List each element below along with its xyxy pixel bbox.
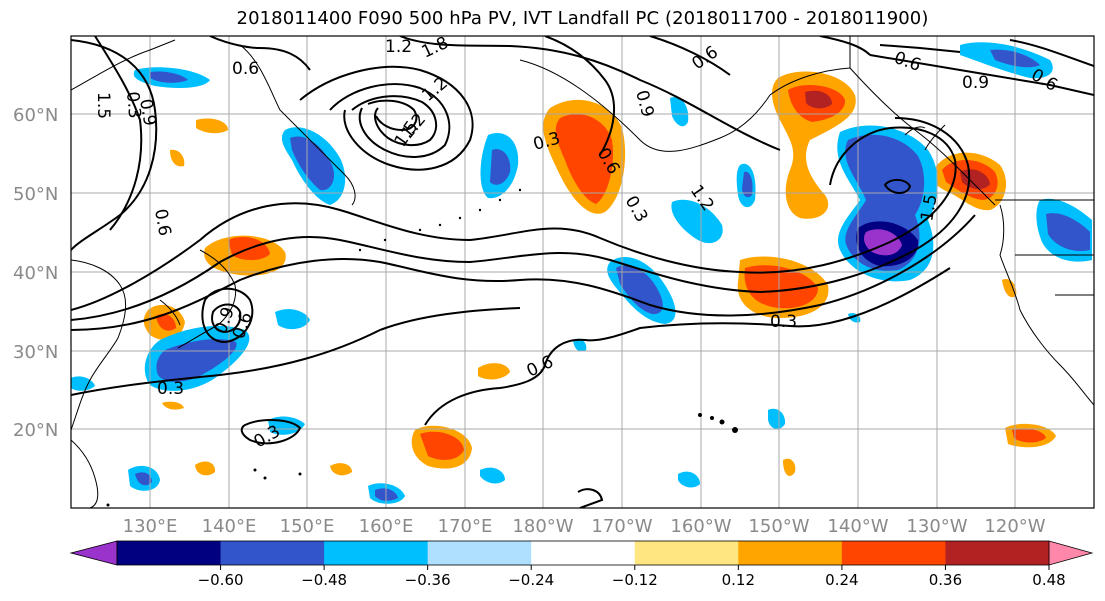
lat-label: 30°N: [13, 342, 58, 363]
latitude-labels: 60°N 50°N 40°N 30°N 20°N: [13, 105, 58, 441]
longitude-labels: 130°E 140°E 150°E 160°E 170°E 180°W 170°…: [123, 516, 1046, 537]
colorbar: −0.60 −0.48 −0.36 −0.24 −0.12 0.12 0.24 0.36 0.4…: [69, 540, 1094, 589]
contour-label: 1.2: [385, 37, 412, 57]
contour-label: 0.3: [122, 91, 144, 120]
colorbar-cell: [738, 541, 843, 565]
lon-label: 130°W: [906, 516, 967, 537]
colorbar-cell: [427, 541, 532, 565]
lon-label: 180°W: [512, 516, 573, 537]
contour-label: 0.6: [232, 59, 259, 79]
positive-anomaly-japan: [143, 235, 286, 341]
negative-anomaly-west: [133, 42, 1092, 391]
colorbar-cell: [945, 541, 1050, 565]
contour-label: 0.3: [157, 379, 184, 399]
negative-anomaly-central: [480, 133, 756, 324]
colorbar-left-extension: [69, 540, 118, 566]
colorbar-tick-label: −0.48: [301, 571, 347, 589]
contour-label: 0.9: [962, 73, 989, 93]
lon-label: 120°W: [984, 516, 1045, 537]
colorbar-cell: [634, 541, 739, 565]
lon-label: 140°E: [202, 516, 257, 537]
contour-label: 1.5: [93, 92, 113, 119]
contour-label: 0.9: [135, 97, 159, 127]
lon-label: 150°E: [280, 516, 335, 537]
lon-label: 160°W: [670, 516, 731, 537]
shaded-field: [71, 42, 1092, 504]
colorbar-cell: [117, 541, 222, 565]
lat-label: 40°N: [13, 263, 58, 284]
colorbar-tick-label: 0.12: [722, 571, 755, 589]
lon-label: 170°W: [591, 516, 652, 537]
lon-label: 160°E: [359, 516, 414, 537]
lon-label: 150°W: [748, 516, 809, 537]
colorbar-cell: [841, 541, 946, 565]
lon-label: 170°E: [438, 516, 493, 537]
coastlines: [71, 36, 1094, 508]
colorbar-tick-label: 0.48: [1032, 571, 1065, 589]
contour-label: 0.6: [150, 207, 174, 237]
colorbar-tick-label: 0.36: [929, 571, 962, 589]
contour-label: 1.5: [917, 193, 941, 223]
map-title: 2018011400 F090 500 hPa PV, IVT Landfall…: [236, 8, 929, 29]
lat-label: 50°N: [13, 184, 58, 205]
colorbar-right-extension: [1048, 540, 1094, 566]
colorbar-tick-label: −0.12: [612, 571, 658, 589]
positive-anomaly-south: [162, 118, 1056, 476]
colorbar-cell: [324, 541, 429, 565]
colorbar-cell: [531, 541, 636, 565]
map-frame: [70, 35, 1095, 509]
contours: [71, 36, 1094, 508]
lat-label: 60°N: [13, 105, 58, 126]
colorbar-tick-label: −0.60: [198, 571, 244, 589]
colorbar-tick-label: 0.24: [825, 571, 858, 589]
colorbar-tick-label: −0.36: [405, 571, 451, 589]
lon-label: 140°W: [827, 516, 888, 537]
positive-anomaly-gulf-alaska: [772, 71, 856, 219]
negative-anomaly-gulf: [837, 125, 938, 282]
lat-label: 20°N: [13, 420, 58, 441]
contour-label: 0.3: [770, 312, 797, 332]
lon-label: 130°E: [123, 516, 178, 537]
positive-anomaly-east-pacific: [543, 99, 626, 214]
colorbar-tick-label: −0.24: [508, 571, 554, 589]
islands: [106, 188, 738, 507]
colorbar-frame: [116, 540, 1050, 566]
colorbar-cell: [220, 541, 325, 565]
